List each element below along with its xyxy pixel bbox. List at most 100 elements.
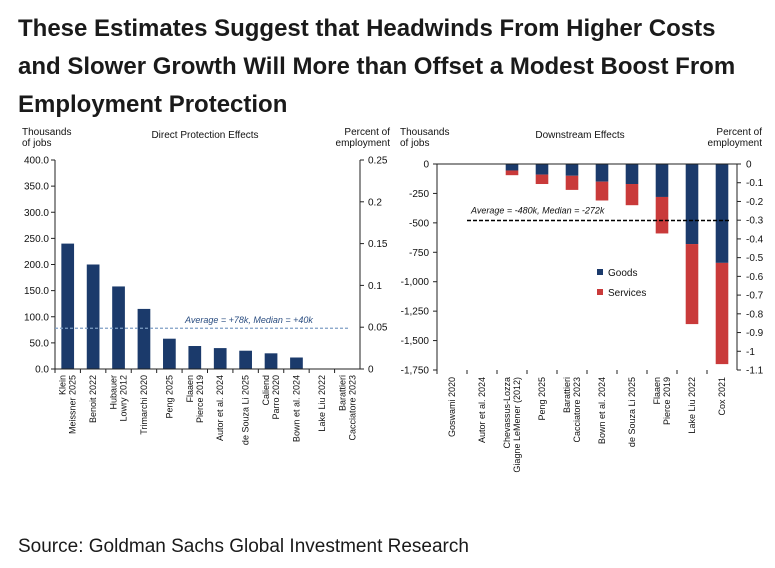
right-y-tick-label: -1,500 — [401, 336, 430, 347]
right-bar-goods — [685, 164, 699, 245]
left-average-label: Average = +78k, Median = +40k — [184, 315, 313, 325]
left-bar — [290, 357, 303, 369]
right-y-tick-label: -250 — [409, 189, 429, 200]
right-y2-tick-label: -0.1 — [746, 178, 764, 189]
right-bar-services — [655, 196, 669, 234]
left-bar — [239, 350, 252, 369]
left-y-tick-label: 300.0 — [24, 208, 49, 219]
right-bar-goods — [565, 164, 579, 176]
left-x-tick-label: HubauerLowry 2012 — [109, 375, 129, 422]
left-x-tick-label: Peng 2025 — [164, 375, 174, 419]
right-y2-tick-label: -0.7 — [746, 291, 764, 302]
right-y2-tick-label: -0.2 — [746, 197, 764, 208]
left-y-tick-label: 350.0 — [24, 182, 49, 193]
left-y-tick-label: 100.0 — [24, 312, 49, 323]
right-y-tick-label: -1,000 — [401, 277, 430, 288]
right-x-tick-label: de Souza Li 2025 — [627, 377, 637, 447]
left-y2-tick-label: 0 — [368, 365, 374, 376]
downstream-effects-chart: Thousands of jobs Percent of employment Do… — [400, 127, 764, 473]
right-y2-tick-label: -0.8 — [746, 309, 764, 320]
right-y2-tick-label: -1.1 — [746, 366, 764, 377]
left-bar — [61, 243, 75, 369]
left-y-tick-label: 0.0 — [35, 365, 49, 376]
right-y2-axis-label: Percent of employment — [708, 127, 763, 149]
right-bar-services — [685, 244, 699, 325]
left-bar — [86, 264, 100, 369]
right-bar-services — [535, 174, 549, 185]
right-y-tick-label: -500 — [409, 218, 429, 229]
legend-goods-label: Goods — [608, 268, 637, 279]
right-x-tick-label: Peng 2025 — [537, 377, 547, 421]
right-y-tick-label: -1,250 — [401, 307, 430, 318]
left-y2-tick-label: 0.25 — [368, 156, 388, 167]
left-x-tick-label: Lake Liu 2022 — [317, 375, 327, 432]
charts-area: Thousands of jobs Percent of employment Di… — [22, 127, 764, 473]
left-bar — [213, 348, 227, 369]
left-x-tick-label: CaliendParro 2020 — [261, 375, 281, 420]
right-y-axis-label: Thousands of jobs — [400, 127, 449, 149]
right-y2-tick-label: -0.4 — [746, 234, 764, 245]
right-y2-tick-label: -0.6 — [746, 272, 764, 283]
right-y2-tick-label: -0.5 — [746, 253, 764, 264]
left-y-axis-label: Thousands of jobs — [22, 127, 71, 149]
left-y2-tick-label: 0.1 — [368, 281, 382, 292]
right-x-tick-label: FlaaenPierce 2019 — [652, 377, 672, 425]
source-note: Source: Goldman Sachs Global Investment … — [18, 536, 469, 557]
right-y2-tick-label: -1 — [746, 347, 755, 358]
left-y-tick-label: 250.0 — [24, 234, 49, 245]
left-y-tick-label: 200.0 — [24, 260, 49, 271]
legend-services-swatch — [597, 289, 603, 295]
right-bar-goods — [655, 164, 669, 197]
right-bar-services — [625, 184, 639, 206]
right-x-tick-label: Chevassus-LozzaGiagne LeMener (2012) — [502, 377, 522, 473]
right-y2-tick-label: 0 — [746, 160, 752, 171]
right-bar-services — [595, 181, 609, 201]
right-y2-tick-label: -0.3 — [746, 216, 764, 227]
right-average-label: Average = -480k, Median = -272k — [470, 206, 605, 216]
right-y-tick-label: -750 — [409, 248, 429, 259]
direct-protection-chart: Thousands of jobs Percent of employment Di… — [22, 127, 390, 445]
right-x-tick-label: Lake Liu 2022 — [687, 377, 697, 434]
right-y2-tick-label: -0.9 — [746, 328, 764, 339]
left-y-tick-label: 400.0 — [24, 156, 49, 167]
left-bar — [137, 308, 151, 369]
left-x-tick-label: Trimarchi 2020 — [139, 375, 149, 435]
left-bar — [163, 338, 176, 369]
left-chart-title: Direct Protection Effects — [151, 130, 258, 141]
left-x-tick-label: BarattieriCacciatore 2023 — [337, 375, 357, 441]
right-bar-services — [715, 262, 729, 365]
right-x-tick-label: BarattieriCacciatore 2023 — [562, 377, 582, 443]
right-bar-goods — [595, 164, 609, 182]
left-bar — [112, 286, 125, 369]
left-y-tick-label: 50.0 — [30, 338, 50, 349]
right-bar-goods — [715, 164, 729, 263]
left-y2-tick-label: 0.15 — [368, 239, 388, 250]
right-bar-services — [505, 170, 519, 176]
right-x-tick-label: Bown et al. 2024 — [597, 377, 607, 444]
left-x-tick-label: FlaaenPierce 2019 — [185, 375, 205, 423]
legend-services-label: Services — [608, 288, 646, 299]
right-y-tick-label: -1,750 — [401, 366, 430, 377]
page-title: These Estimates Suggest that Headwinds F… — [18, 15, 736, 118]
right-x-tick-label: Autor et al. 2024 — [477, 377, 487, 443]
right-bar-goods — [535, 164, 549, 175]
right-x-tick-label: Cox 2021 — [717, 377, 727, 416]
left-x-tick-label: Autor et al. 2024 — [215, 375, 225, 441]
left-y2-tick-label: 0.2 — [368, 197, 382, 208]
left-x-tick-label: KleinMeissner 2025 — [58, 375, 78, 434]
left-x-tick-label: Bown et al. 2024 — [291, 375, 301, 442]
right-x-tick-label: Goswami 2020 — [447, 377, 457, 437]
right-bar-services — [565, 175, 579, 190]
right-bar-goods — [625, 164, 639, 185]
left-y-tick-label: 150.0 — [24, 286, 49, 297]
left-x-tick-label: de Souza Li 2025 — [241, 375, 251, 445]
left-bar — [264, 353, 278, 369]
left-y2-axis-label: Percent of employment — [336, 127, 391, 149]
left-bar — [188, 346, 202, 369]
left-y2-tick-label: 0.05 — [368, 323, 388, 334]
left-x-tick-label: Benoit 2022 — [88, 375, 98, 423]
right-y-tick-label: 0 — [423, 160, 429, 171]
right-bar-goods — [505, 164, 519, 171]
right-chart-title: Downstream Effects — [535, 130, 624, 141]
right-chart-legend: Goods Services — [597, 268, 646, 299]
